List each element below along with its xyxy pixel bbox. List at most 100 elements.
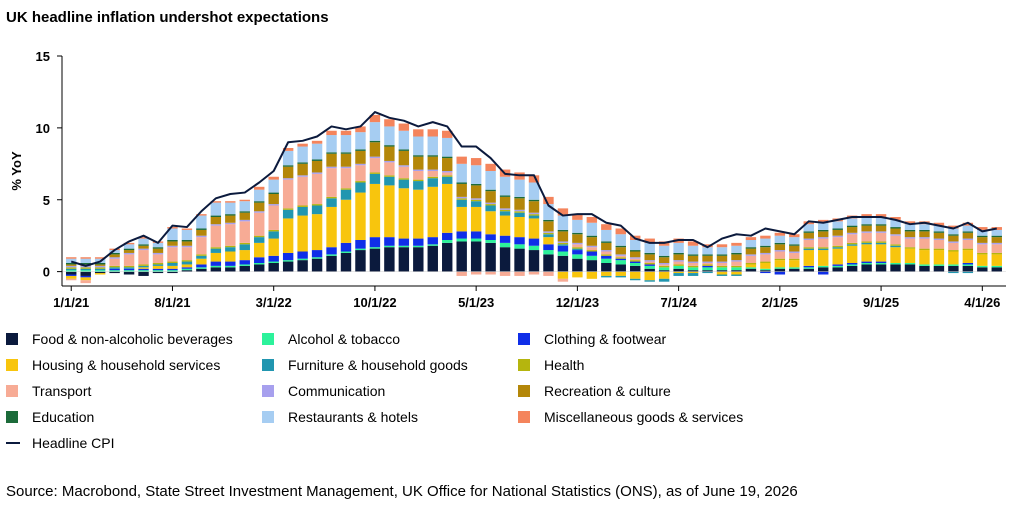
- bar-segment: [962, 240, 974, 249]
- bar-segment: [340, 252, 352, 272]
- bar-segment: [919, 229, 930, 232]
- bar-segment: [630, 265, 641, 272]
- legend-swatch: [262, 385, 274, 397]
- legend-label: Furniture & household goods: [288, 357, 468, 373]
- bar-segment: [297, 143, 308, 147]
- bar-segment: [225, 265, 236, 268]
- bar-segment: [731, 267, 742, 271]
- bar-segment: [991, 265, 1002, 268]
- bar-segment: [977, 242, 988, 245]
- bar-segment: [80, 258, 91, 263]
- bar-segment: [803, 238, 814, 240]
- bar-segment: [123, 254, 135, 266]
- bar-segment: [427, 237, 438, 245]
- bar-segment: [933, 265, 945, 272]
- bar-segment: [196, 237, 207, 255]
- bar-segment: [977, 237, 988, 243]
- bar-segment: [601, 250, 612, 252]
- bar-segment: [196, 214, 207, 216]
- bar-segment: [528, 201, 540, 213]
- bar-segment: [528, 218, 540, 239]
- bar-segment: [803, 248, 814, 251]
- bar-segment: [948, 241, 959, 243]
- bar-segment: [630, 261, 641, 263]
- bar-segment: [268, 176, 279, 180]
- bar-segment: [167, 265, 178, 269]
- bar-segment: [991, 254, 1002, 266]
- bar-segment: [933, 225, 945, 232]
- bar-segment: [962, 231, 974, 233]
- bar-segment: [861, 242, 872, 245]
- bar-segment: [398, 149, 410, 151]
- bar-segment: [94, 268, 106, 271]
- bar-segment: [875, 263, 887, 265]
- bar-segment: [254, 189, 265, 202]
- y-tick-label: 5: [43, 193, 50, 208]
- bar-segment: [384, 119, 395, 127]
- bar-segment: [210, 225, 222, 248]
- bar-segment: [904, 229, 916, 232]
- legend-swatch: [6, 333, 18, 345]
- bar-segment: [875, 225, 887, 232]
- bar-segment: [398, 165, 410, 167]
- bar-segment: [239, 250, 250, 261]
- bar-segment: [962, 265, 974, 272]
- bar-segment: [919, 264, 930, 266]
- bar-segment: [66, 258, 77, 263]
- bar-segment: [66, 257, 77, 259]
- bar-segment: [644, 261, 655, 263]
- bar-segment: [94, 267, 106, 269]
- bar-segment: [456, 198, 467, 200]
- x-tick-label: 1/1/21: [53, 295, 89, 310]
- bar-segment: [716, 261, 728, 263]
- bar-segment: [239, 221, 250, 243]
- bar-segment: [66, 264, 77, 266]
- bar-segment: [442, 171, 453, 173]
- bar-segment: [615, 255, 626, 258]
- headline-cpi-line: [70, 111, 997, 267]
- bar-segment: [268, 194, 279, 205]
- bar-segment: [456, 183, 467, 197]
- bar-segment: [311, 205, 323, 215]
- bar-segment: [948, 271, 959, 274]
- bar-segment: [152, 254, 164, 264]
- bar-segment: [282, 150, 294, 166]
- bar-segment: [658, 263, 670, 265]
- bar-segment: [355, 250, 366, 272]
- bar-layer: [66, 114, 1002, 284]
- bar-segment: [846, 245, 858, 263]
- bar-segment: [962, 263, 974, 265]
- bar-segment: [384, 185, 395, 238]
- bar-segment: [630, 278, 641, 281]
- bar-segment: [442, 232, 453, 240]
- bar-segment: [326, 206, 337, 248]
- bar-segment: [846, 227, 858, 233]
- bar-segment: [268, 255, 279, 262]
- bar-segment: [239, 219, 250, 222]
- bar-segment: [991, 235, 1002, 238]
- y-tick-label: 15: [36, 49, 50, 64]
- bar-segment: [427, 176, 438, 179]
- bar-segment: [225, 247, 236, 252]
- bar-segment: [933, 238, 945, 240]
- legend-swatch: [518, 385, 530, 397]
- bar-segment: [210, 247, 222, 249]
- bar-segment: [138, 271, 149, 276]
- bar-segment: [66, 275, 77, 279]
- bar-segment: [977, 252, 988, 255]
- bar-segment: [239, 199, 250, 202]
- bar-segment: [962, 238, 974, 240]
- bar-segment: [832, 248, 843, 265]
- bar-segment: [731, 242, 742, 246]
- bar-segment: [123, 244, 135, 249]
- bar-segment: [297, 251, 308, 259]
- bar-segment: [225, 215, 236, 223]
- bar-segment: [210, 265, 222, 268]
- bar-segment: [326, 196, 337, 199]
- bar-segment: [630, 251, 641, 258]
- y-tick-label: 10: [36, 121, 50, 136]
- bar-segment: [123, 242, 135, 245]
- bar-segment: [514, 217, 525, 238]
- bar-segment: [398, 123, 410, 131]
- bar-segment: [687, 273, 699, 276]
